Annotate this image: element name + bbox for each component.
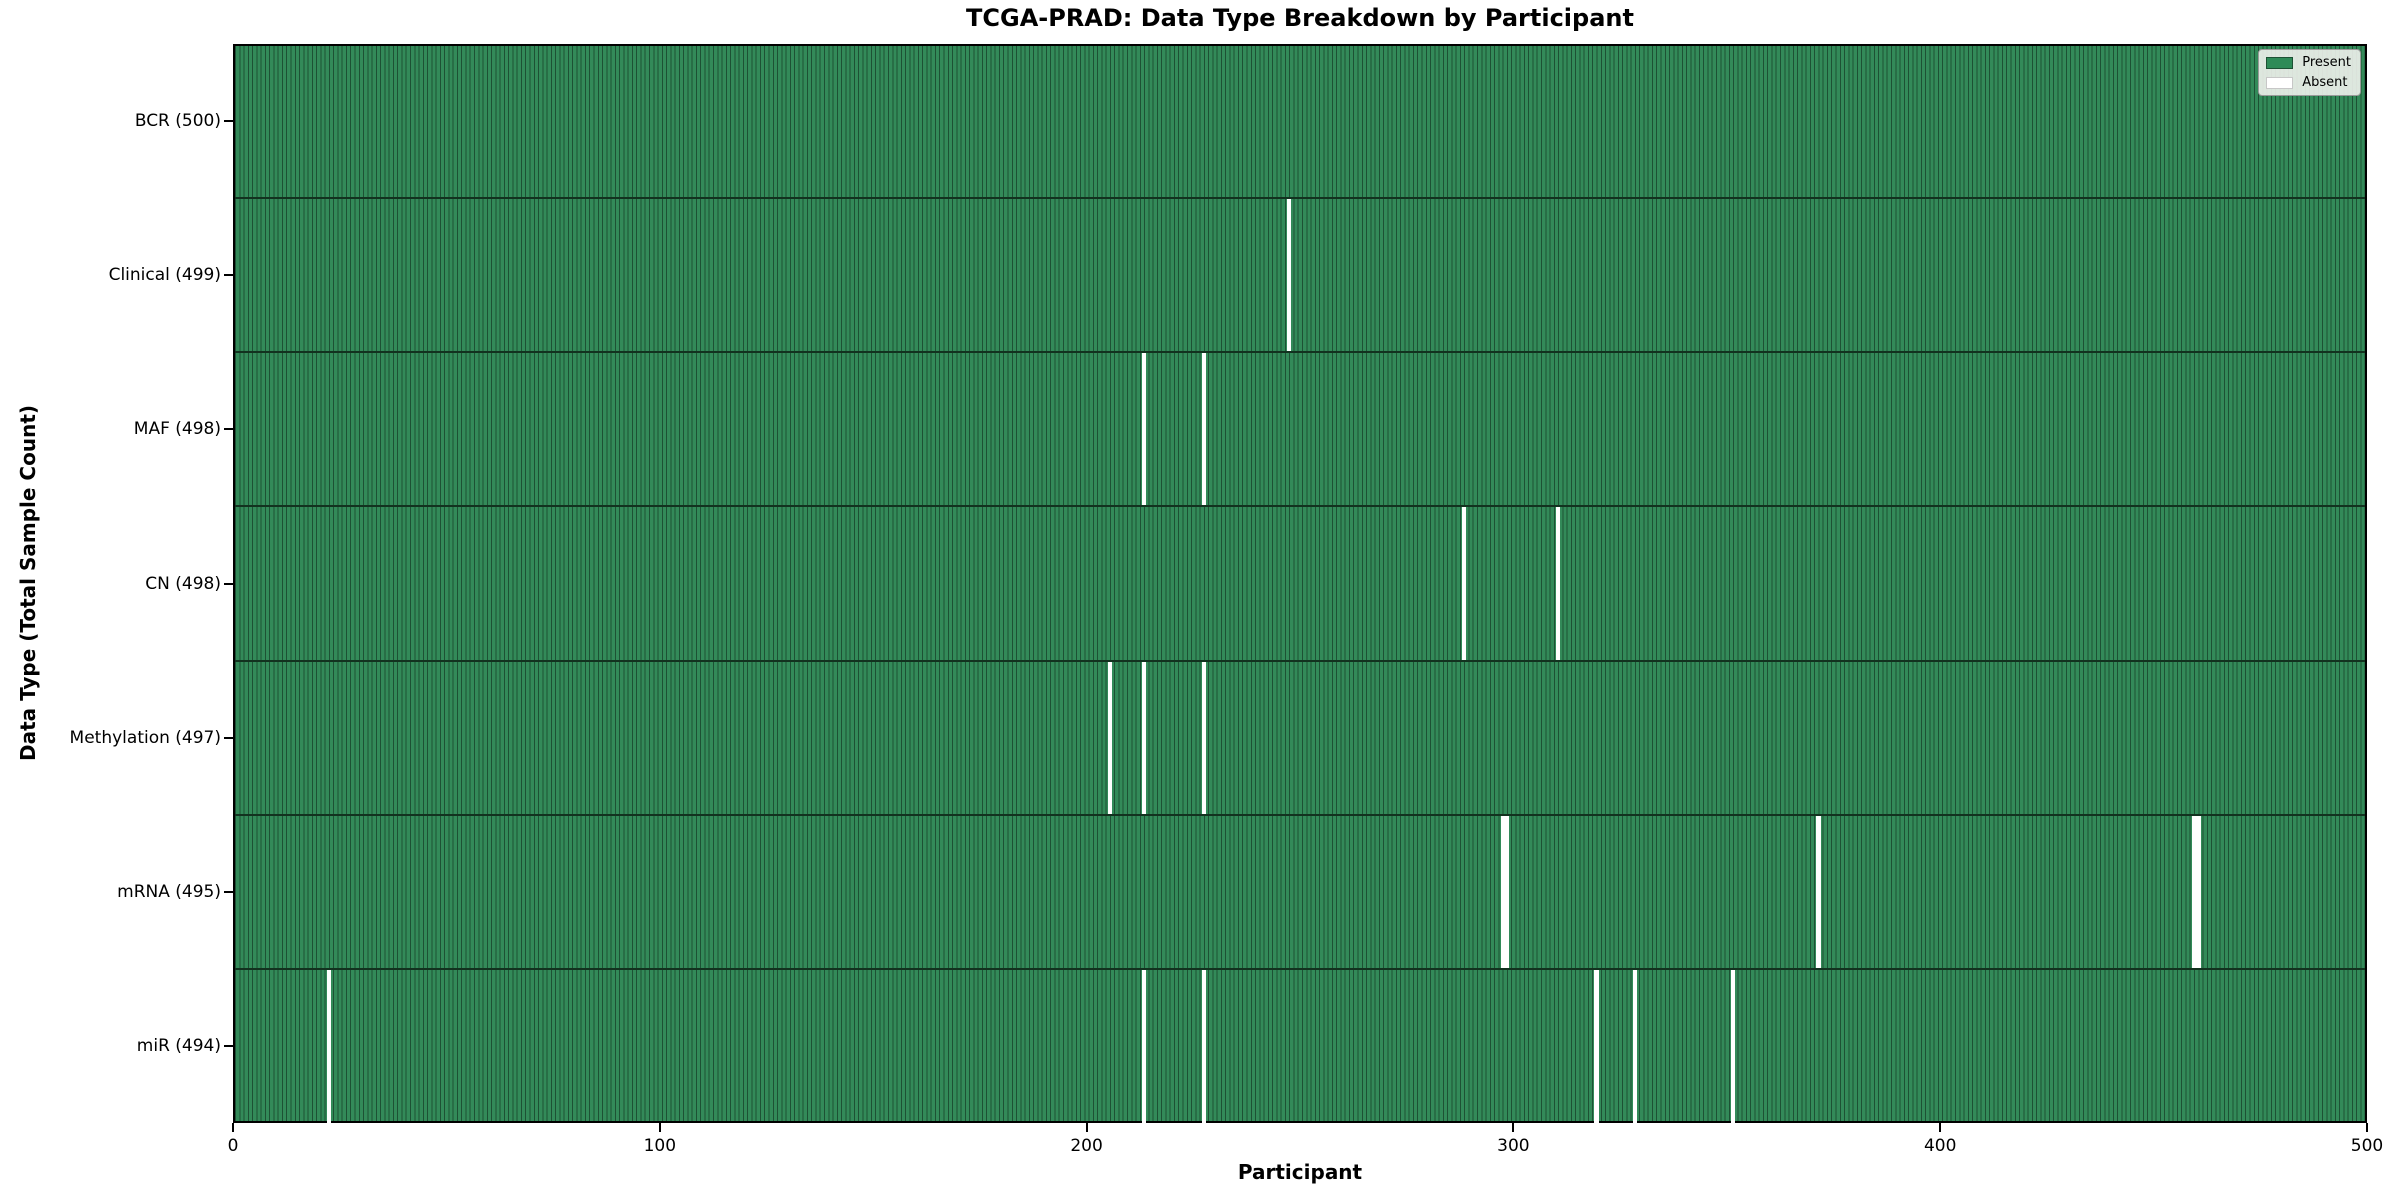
y-tick-mark <box>224 1044 233 1047</box>
x-tick-mark <box>1939 1123 1942 1132</box>
absent-gap <box>1287 198 1292 353</box>
absent-gap <box>326 968 332 1123</box>
row-separator <box>235 659 2365 662</box>
y-tick-mark <box>224 736 233 739</box>
legend-absent-label: Absent <box>2302 75 2348 90</box>
x-tick-label: 400 <box>1923 1136 1957 1156</box>
absent-gap <box>1142 968 1147 1123</box>
absent-gap <box>1201 660 1207 815</box>
legend: Present Absent <box>2258 49 2361 96</box>
row-separator <box>235 967 2365 970</box>
x-tick-label: 200 <box>1070 1136 1103 1156</box>
absent-gap <box>2192 814 2197 969</box>
x-tick-label: 300 <box>1497 1136 1530 1156</box>
x-tick-mark <box>658 1123 661 1132</box>
x-tick-label: 100 <box>643 1136 677 1156</box>
absent-gap <box>1731 968 1736 1123</box>
legend-present-label: Present <box>2302 55 2351 70</box>
absent-gap <box>1201 352 1207 507</box>
y-tick-label: Methylation (497) <box>69 727 221 748</box>
y-tick-label: CN (498) <box>145 573 221 594</box>
x-tick-mark <box>232 1123 234 1132</box>
legend-entry-absent: Absent <box>2266 75 2351 90</box>
absent-gap <box>1504 814 1510 969</box>
y-tick-label: miR (494) <box>136 1035 221 1056</box>
absent-gap <box>1594 968 1599 1123</box>
x-tick-mark <box>1512 1123 1515 1132</box>
y-tick-label: mRNA (495) <box>117 881 221 902</box>
absent-gap <box>1556 506 1561 661</box>
row-separator <box>235 813 2365 816</box>
y-tick-mark <box>224 582 233 585</box>
x-tick-mark <box>2366 1123 2368 1132</box>
chart-title: TCGA-PRAD: Data Type Breakdown by Partic… <box>966 4 1634 32</box>
absent-gap <box>1462 506 1467 661</box>
y-tick-label: BCR (500) <box>134 111 221 132</box>
y-tick-label: Clinical (499) <box>108 265 221 286</box>
row-separator <box>235 351 2365 354</box>
absent-gap <box>1632 968 1638 1123</box>
absent-gap <box>1142 660 1147 815</box>
y-tick-mark <box>224 428 233 431</box>
absent-gap <box>1816 814 1821 969</box>
absent-gap <box>2196 814 2201 969</box>
y-tick-mark <box>224 274 233 277</box>
x-axis-label: Participant <box>1237 1160 1363 1184</box>
present-swatch-icon <box>2266 56 2294 69</box>
y-tick-mark <box>224 120 233 123</box>
x-tick-label: 500 <box>2350 1136 2384 1156</box>
absent-gap <box>1201 968 1207 1123</box>
y-tick-label: MAF (498) <box>133 419 221 440</box>
x-tick-label: 0 <box>227 1136 239 1156</box>
y-tick-mark <box>224 890 233 893</box>
row-separator <box>235 197 2365 200</box>
x-tick-mark <box>1085 1123 1088 1132</box>
row-separator <box>235 505 2365 508</box>
legend-entry-present: Present <box>2266 55 2351 70</box>
absent-gap <box>1500 814 1505 969</box>
absent-swatch-icon <box>2266 76 2294 89</box>
absent-gap <box>1107 660 1113 815</box>
absent-gap <box>1142 352 1147 507</box>
plot-area: Present Absent <box>233 44 2367 1123</box>
